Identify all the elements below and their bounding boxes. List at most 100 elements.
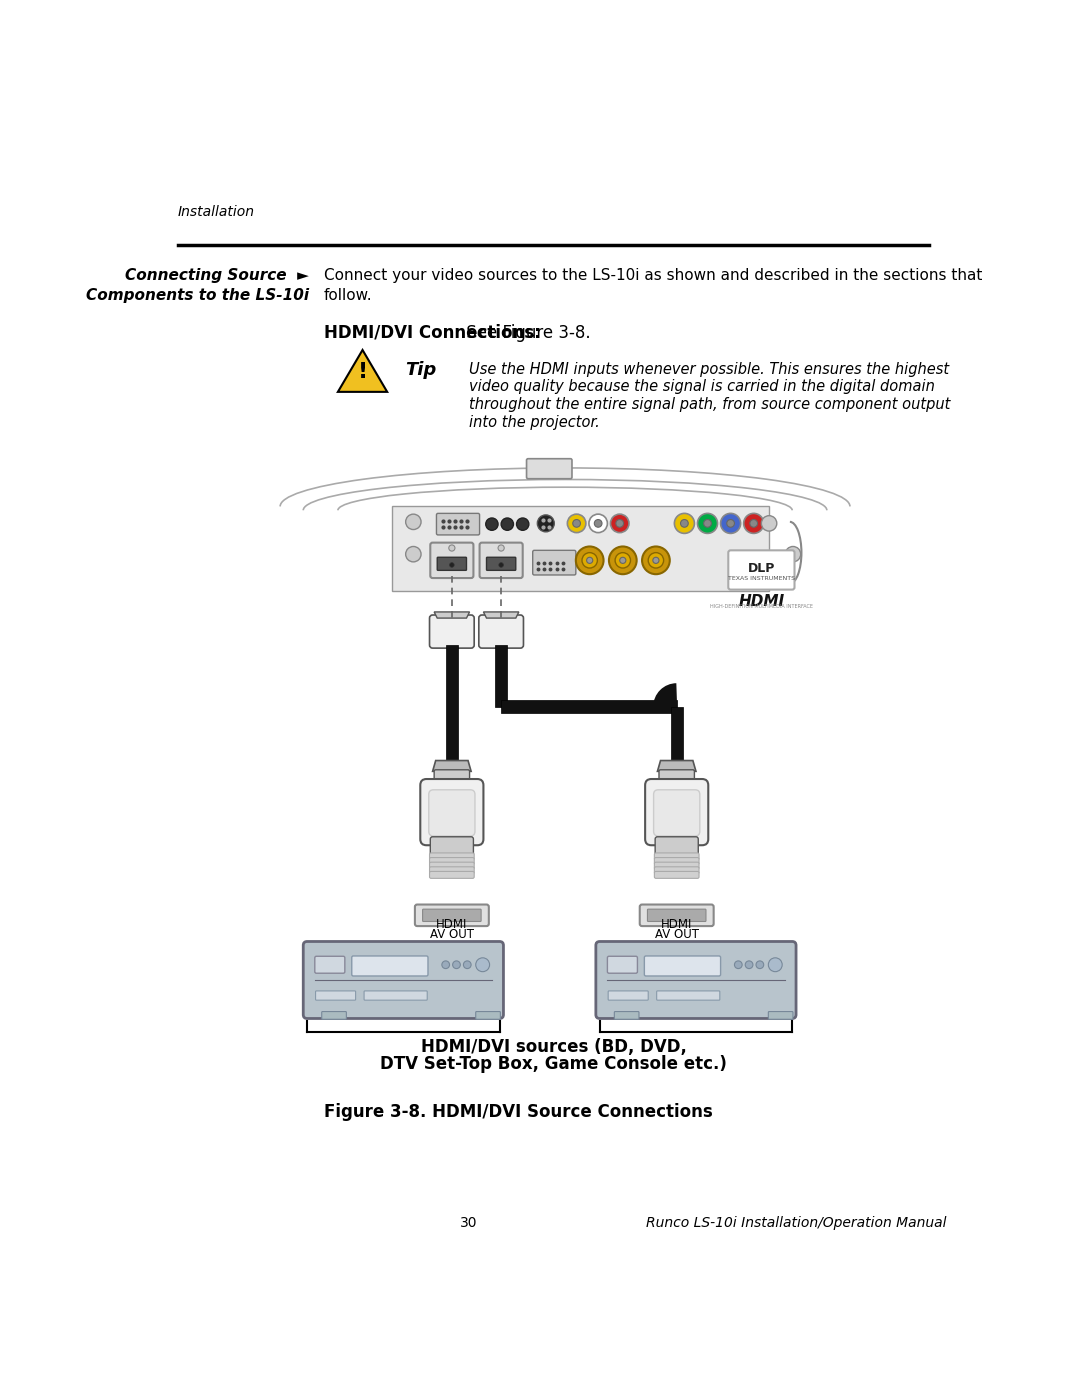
- Circle shape: [610, 514, 629, 532]
- Circle shape: [589, 514, 607, 532]
- FancyBboxPatch shape: [430, 862, 474, 869]
- Text: See Figure 3-8.: See Figure 3-8.: [461, 324, 591, 342]
- FancyBboxPatch shape: [478, 615, 524, 648]
- FancyBboxPatch shape: [527, 458, 572, 479]
- Circle shape: [442, 961, 449, 968]
- Circle shape: [449, 563, 455, 567]
- Text: Installation: Installation: [178, 204, 255, 218]
- Text: Use the HDMI inputs whenever possible. This ensures the highest: Use the HDMI inputs whenever possible. T…: [469, 362, 949, 377]
- Text: throughout the entire signal path, from source component output: throughout the entire signal path, from …: [469, 397, 950, 412]
- FancyBboxPatch shape: [420, 780, 484, 845]
- Circle shape: [567, 514, 585, 532]
- Circle shape: [720, 513, 741, 534]
- Polygon shape: [495, 645, 508, 707]
- Circle shape: [620, 557, 626, 563]
- Circle shape: [463, 961, 471, 968]
- Circle shape: [761, 515, 777, 531]
- Circle shape: [572, 520, 580, 527]
- FancyBboxPatch shape: [475, 1011, 500, 1020]
- Text: HDMI: HDMI: [436, 918, 468, 930]
- FancyBboxPatch shape: [303, 942, 503, 1018]
- FancyBboxPatch shape: [430, 542, 473, 578]
- Circle shape: [642, 546, 670, 574]
- Text: HDMI/DVI Connections:: HDMI/DVI Connections:: [324, 324, 541, 342]
- FancyBboxPatch shape: [436, 513, 480, 535]
- Text: Figure 3-8. HDMI/DVI Source Connections: Figure 3-8. HDMI/DVI Source Connections: [324, 1104, 713, 1122]
- Text: DTV Set-Top Box, Game Console etc.): DTV Set-Top Box, Game Console etc.): [380, 1055, 727, 1073]
- Circle shape: [704, 520, 712, 527]
- FancyBboxPatch shape: [653, 789, 700, 835]
- Circle shape: [616, 520, 623, 527]
- Text: 30: 30: [460, 1217, 477, 1231]
- Circle shape: [785, 546, 800, 562]
- Polygon shape: [484, 612, 518, 617]
- Text: Components to the LS-10i: Components to the LS-10i: [85, 288, 309, 303]
- FancyBboxPatch shape: [415, 904, 489, 926]
- FancyBboxPatch shape: [315, 990, 355, 1000]
- Text: Tip: Tip: [405, 360, 436, 379]
- FancyBboxPatch shape: [429, 789, 475, 835]
- Text: HDMI/DVI sources (BD, DVD,: HDMI/DVI sources (BD, DVD,: [420, 1038, 687, 1056]
- Polygon shape: [433, 760, 471, 771]
- FancyBboxPatch shape: [430, 837, 473, 856]
- Circle shape: [745, 961, 753, 968]
- Text: !: !: [357, 362, 367, 383]
- Circle shape: [406, 514, 421, 529]
- Circle shape: [538, 515, 554, 532]
- FancyBboxPatch shape: [654, 866, 699, 873]
- FancyBboxPatch shape: [434, 770, 470, 787]
- Circle shape: [475, 958, 489, 972]
- FancyBboxPatch shape: [656, 837, 699, 856]
- FancyBboxPatch shape: [596, 942, 796, 1018]
- Polygon shape: [434, 612, 470, 617]
- Polygon shape: [446, 645, 458, 760]
- Text: into the projector.: into the projector.: [469, 415, 599, 430]
- Polygon shape: [501, 700, 677, 712]
- Text: HDMI: HDMI: [739, 594, 784, 609]
- Circle shape: [756, 961, 764, 968]
- Circle shape: [516, 518, 529, 531]
- Text: AV OUT: AV OUT: [430, 928, 474, 940]
- FancyBboxPatch shape: [654, 862, 699, 869]
- Circle shape: [727, 520, 734, 527]
- Circle shape: [744, 513, 764, 534]
- Text: Runco LS-10i Installation/Operation Manual: Runco LS-10i Installation/Operation Manu…: [646, 1217, 946, 1231]
- FancyBboxPatch shape: [392, 507, 769, 591]
- FancyBboxPatch shape: [430, 866, 474, 873]
- Text: TEXAS INSTRUMENTS: TEXAS INSTRUMENTS: [728, 576, 795, 581]
- FancyBboxPatch shape: [659, 770, 694, 787]
- FancyBboxPatch shape: [654, 858, 699, 865]
- FancyBboxPatch shape: [352, 956, 428, 977]
- Circle shape: [698, 513, 717, 534]
- FancyBboxPatch shape: [728, 550, 795, 590]
- Circle shape: [652, 557, 659, 563]
- FancyBboxPatch shape: [657, 990, 719, 1000]
- Circle shape: [616, 553, 631, 569]
- FancyBboxPatch shape: [639, 904, 714, 926]
- FancyBboxPatch shape: [437, 557, 467, 570]
- Circle shape: [498, 545, 504, 550]
- FancyBboxPatch shape: [322, 1011, 347, 1020]
- FancyBboxPatch shape: [654, 872, 699, 879]
- FancyBboxPatch shape: [532, 550, 576, 576]
- FancyBboxPatch shape: [654, 854, 699, 861]
- Text: Connecting Source  ►: Connecting Source ►: [125, 268, 309, 282]
- FancyBboxPatch shape: [430, 615, 474, 648]
- Text: HIGH-DEFINITION MULTIMEDIA INTERFACE: HIGH-DEFINITION MULTIMEDIA INTERFACE: [710, 605, 813, 609]
- Circle shape: [501, 518, 513, 531]
- Text: follow.: follow.: [324, 288, 373, 303]
- Text: HDMI: HDMI: [661, 918, 692, 930]
- Circle shape: [768, 958, 782, 972]
- FancyBboxPatch shape: [615, 1011, 639, 1020]
- Circle shape: [582, 553, 597, 569]
- Circle shape: [648, 553, 663, 569]
- FancyBboxPatch shape: [768, 1011, 793, 1020]
- Circle shape: [609, 546, 637, 574]
- FancyBboxPatch shape: [422, 909, 481, 922]
- FancyBboxPatch shape: [608, 990, 648, 1000]
- Circle shape: [499, 563, 503, 567]
- Polygon shape: [671, 707, 683, 760]
- Circle shape: [680, 520, 688, 527]
- Circle shape: [453, 961, 460, 968]
- FancyBboxPatch shape: [430, 858, 474, 865]
